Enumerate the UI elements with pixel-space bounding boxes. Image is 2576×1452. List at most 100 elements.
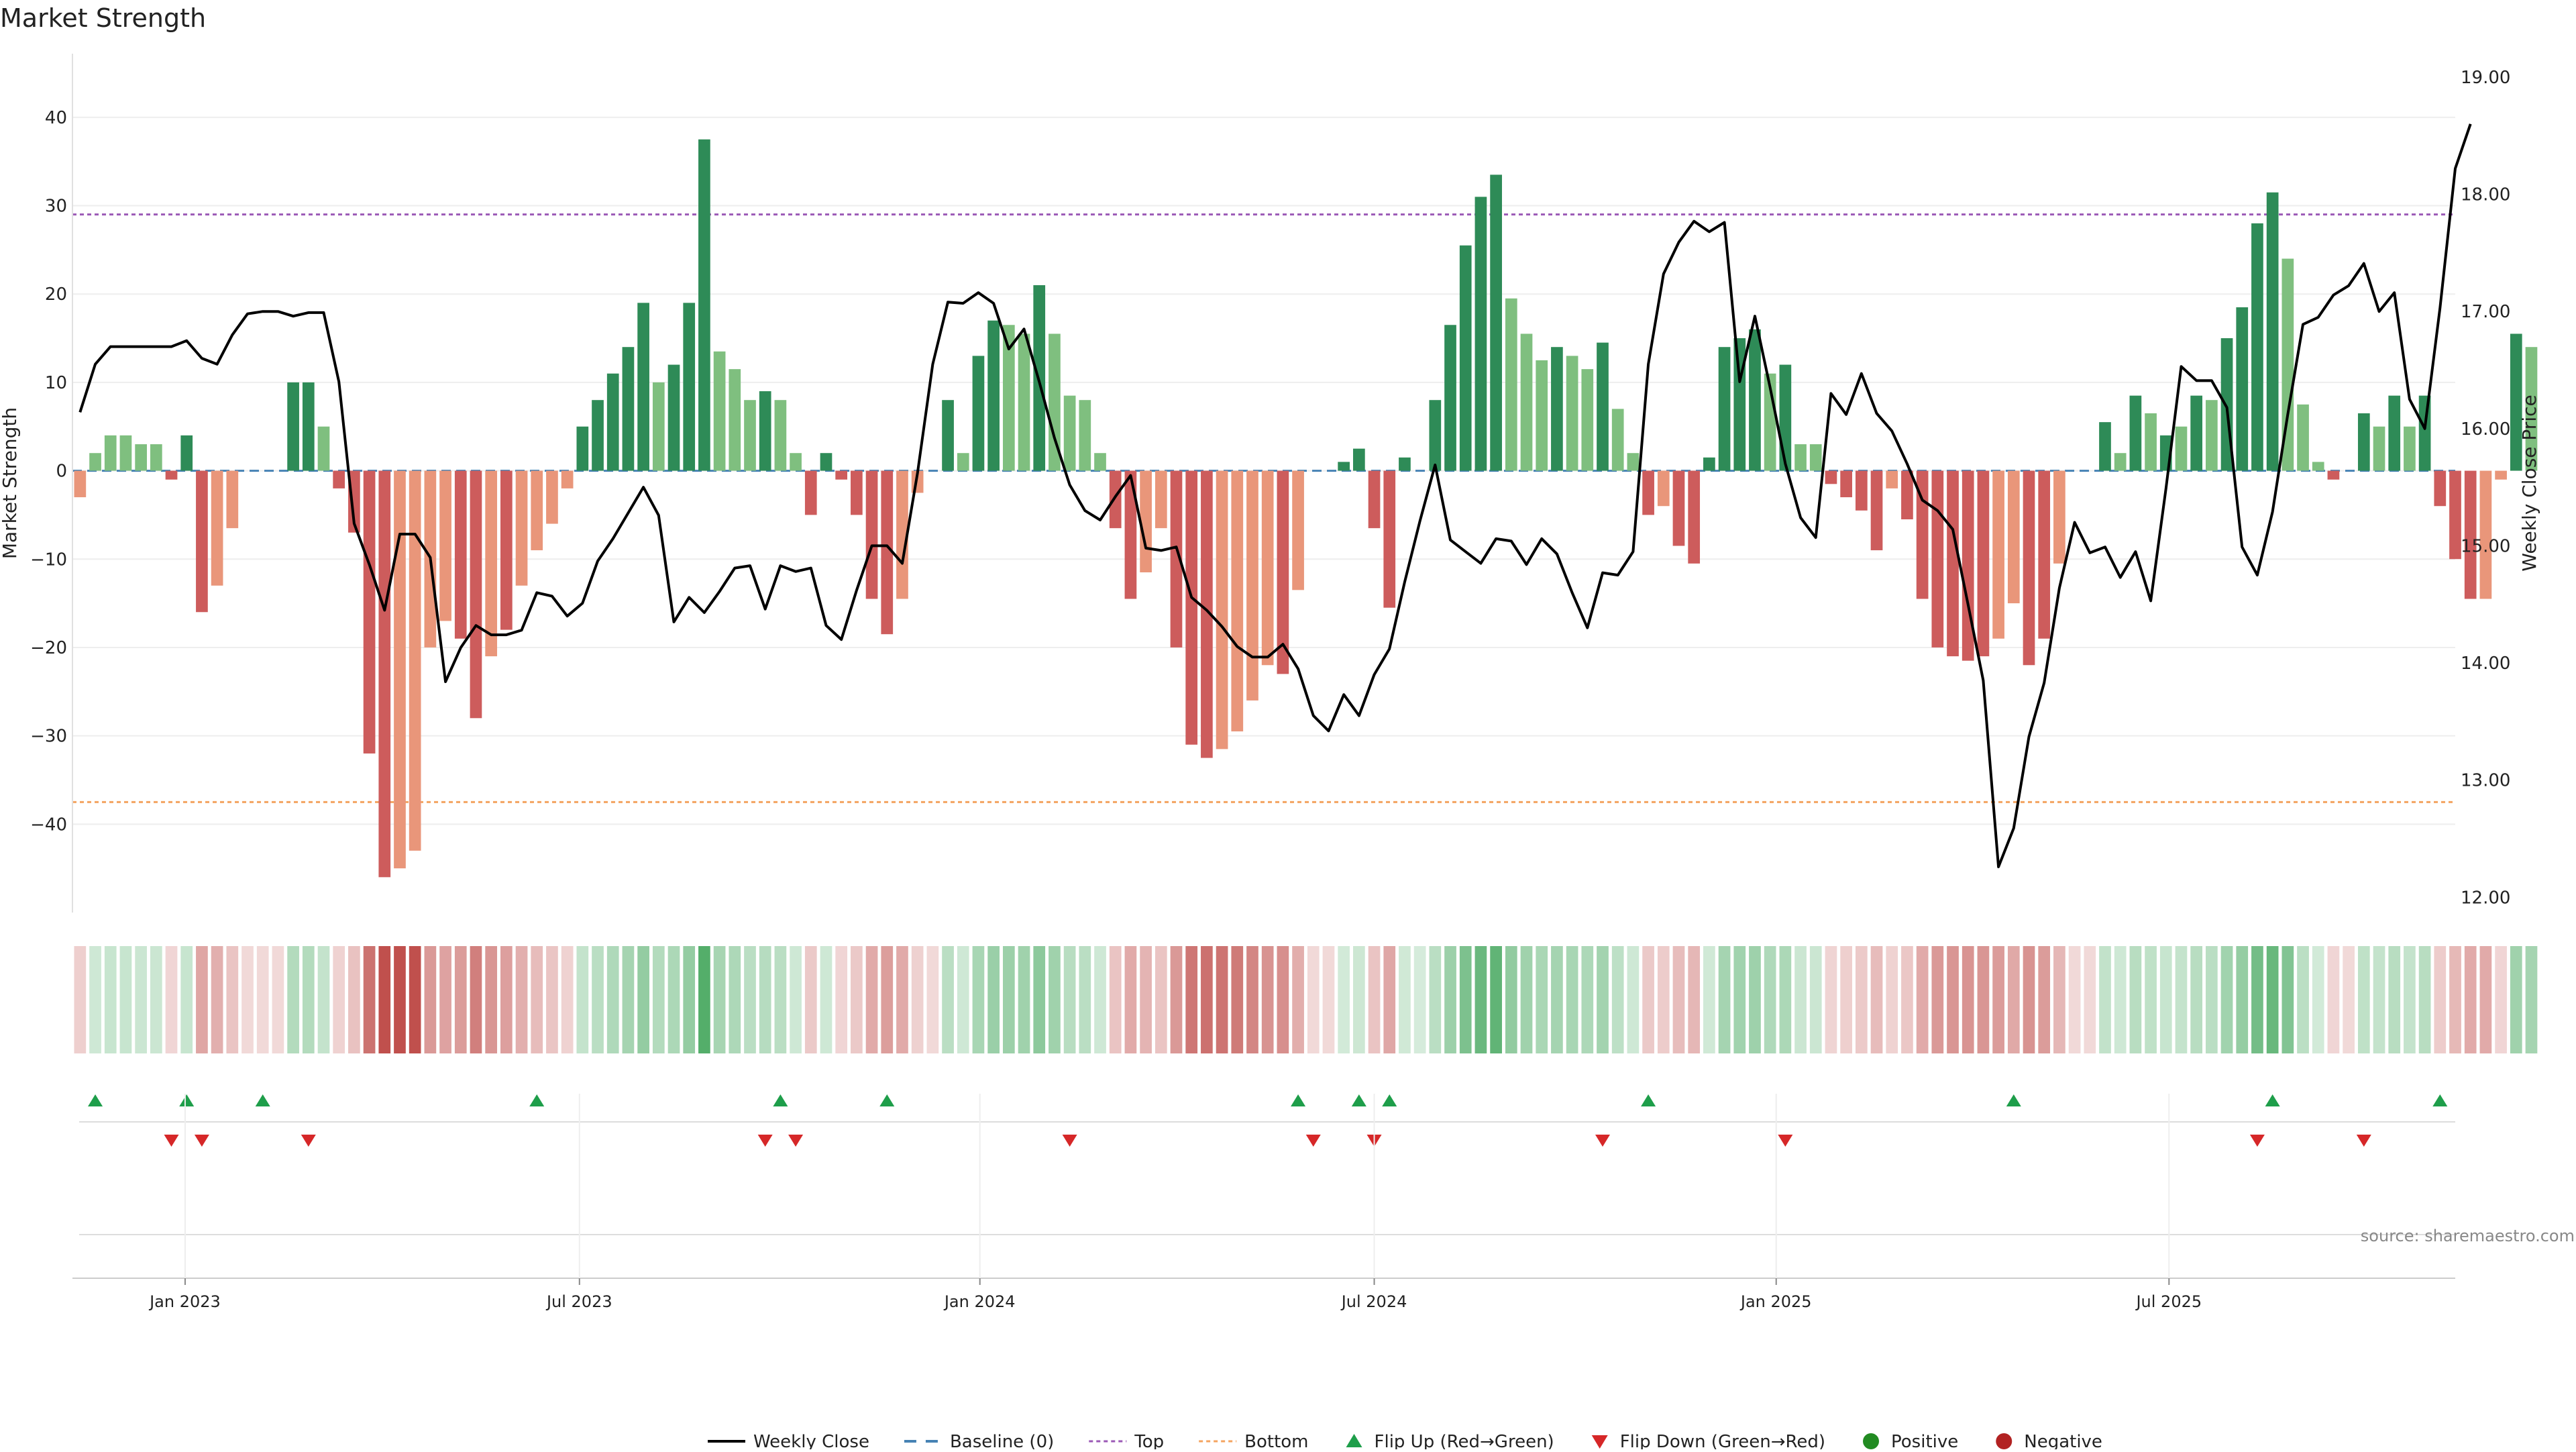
- heat-cell: [1307, 946, 1320, 1053]
- strength-bar: [378, 470, 391, 878]
- heat-cell: [1581, 946, 1594, 1053]
- strength-bar: [561, 470, 574, 488]
- heat-cell: [1368, 946, 1381, 1053]
- strength-bar: [287, 382, 299, 471]
- strength-bar: [851, 470, 863, 515]
- heat-cell: [774, 946, 787, 1053]
- heat-cell: [1201, 946, 1213, 1053]
- heat-cell: [1520, 946, 1533, 1053]
- flip-down-marker: [2249, 1135, 2265, 1147]
- heat-cell: [1033, 946, 1046, 1053]
- strength-bar: [1779, 364, 1792, 471]
- strength-bar: [972, 356, 985, 471]
- heat-cell: [2449, 946, 2461, 1053]
- strength-bar: [1170, 470, 1183, 647]
- strength-bar: [881, 470, 894, 635]
- heat-cell: [1505, 946, 1517, 1053]
- legend-label: Baseline (0): [950, 1432, 1054, 1449]
- heat-cell: [1597, 946, 1609, 1053]
- strength-bar: [1688, 470, 1701, 564]
- heat-cell: [2495, 946, 2507, 1053]
- strength-bar: [2464, 470, 2477, 599]
- heat-cell: [1916, 946, 1929, 1053]
- heat-cell: [1261, 946, 1274, 1053]
- strength-bar: [485, 470, 498, 657]
- flip-up-marker: [179, 1094, 195, 1106]
- heat-cell: [1018, 946, 1030, 1053]
- strength-bar: [2510, 333, 2522, 471]
- weekly-close-line: [78, 123, 2472, 868]
- strength-bar: [1383, 470, 1396, 608]
- heat-cell: [226, 946, 239, 1053]
- strength-bar: [1611, 409, 1624, 471]
- heat-cell: [1688, 946, 1701, 1053]
- heat-cell: [2053, 946, 2065, 1053]
- flip-up-marker: [529, 1094, 545, 1106]
- flip-up-marker: [2432, 1094, 2448, 1106]
- strength-bar: [865, 470, 878, 599]
- heat-cell: [1231, 946, 1244, 1053]
- heat-cell: [1063, 946, 1076, 1053]
- flip-up-marker: [2265, 1094, 2280, 1106]
- heat-cell: [865, 946, 878, 1053]
- strength-bar: [439, 470, 451, 621]
- heat-cell: [1079, 946, 1091, 1053]
- heat-cell: [561, 946, 574, 1053]
- heat-cell: [104, 946, 117, 1053]
- strength-bar: [454, 470, 467, 639]
- strength-bar: [2114, 453, 2127, 471]
- strength-bar: [1201, 470, 1213, 758]
- strength-bar: [1977, 470, 1990, 657]
- heat-cell: [1672, 946, 1685, 1053]
- heat-cell: [1809, 946, 1822, 1053]
- x-axis: Jan 2023 Jul 2023 Jan 2024 Jul 2024 Jan 2025…: [72, 1094, 2455, 1311]
- strength-bar: [1627, 453, 1640, 471]
- strength-bar: [683, 303, 696, 471]
- strength-bar: [1672, 470, 1685, 546]
- strength-bar: [226, 470, 239, 529]
- heat-cell: [2038, 946, 2051, 1053]
- heat-cell: [256, 946, 269, 1053]
- strength-bar: [2190, 395, 2203, 471]
- strength-bar: [896, 470, 908, 599]
- strength-bar: [150, 444, 162, 471]
- strength-bar: [1794, 444, 1807, 471]
- heat-cell: [896, 946, 908, 1053]
- strength-bar: [1962, 470, 1974, 661]
- strength-bar: [957, 453, 969, 471]
- x-tick-label: Jan 2024: [943, 1292, 1016, 1311]
- heat-cell: [1383, 946, 1396, 1053]
- heat-cell: [2023, 946, 2035, 1053]
- heat-cell: [1049, 946, 1061, 1053]
- heat-cell: [1901, 946, 1913, 1053]
- strength-bar: [2357, 413, 2370, 471]
- strength-bar: [744, 400, 756, 471]
- heat-cell: [378, 946, 391, 1053]
- strength-bar: [317, 426, 330, 471]
- strength-bar: [1825, 470, 1837, 484]
- heat-cell: [89, 946, 101, 1053]
- axes-layer: 40 30 20 10 0 −10 −20 −30 −40 19.00 18.00 17.00 16.0…: [30, 54, 2510, 913]
- legend-swatch: [1996, 1433, 2012, 1449]
- heat-cell: [987, 946, 1000, 1053]
- legend-item-negative: Negative: [1996, 1432, 2102, 1452]
- strength-bar: [820, 453, 833, 471]
- strength-bar: [1809, 444, 1822, 471]
- strength-bar: [2312, 462, 2324, 471]
- strength-bar: [1185, 470, 1198, 745]
- flip-up-marker: [1291, 1094, 1306, 1106]
- strength-bar: [942, 400, 954, 471]
- heat-cell: [820, 946, 833, 1053]
- flip-markers: [79, 1094, 2455, 1235]
- y-tick-label: 40: [45, 108, 67, 128]
- heat-cell: [333, 946, 345, 1053]
- heat-cell: [1551, 946, 1563, 1053]
- heat-cell: [211, 946, 223, 1053]
- heat-cell: [2206, 946, 2218, 1053]
- heat-cell: [790, 946, 802, 1053]
- legend-swatch: [1591, 1435, 1608, 1449]
- heat-cell: [317, 946, 330, 1053]
- heat-cell: [1962, 946, 1974, 1053]
- heat-cell: [759, 946, 771, 1053]
- heat-cell: [1779, 946, 1792, 1053]
